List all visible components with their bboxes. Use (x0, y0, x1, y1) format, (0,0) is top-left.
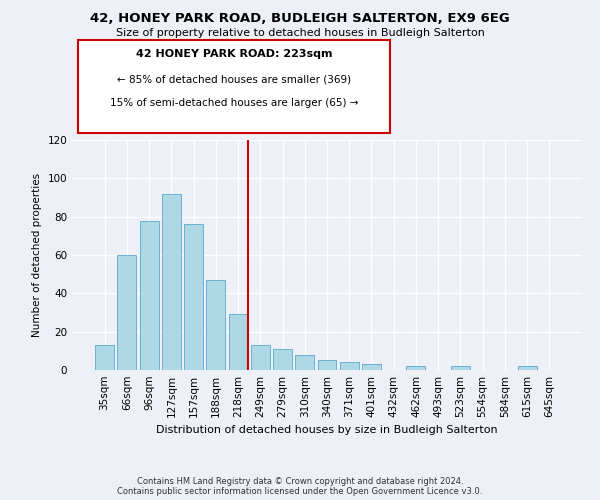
Text: Contains public sector information licensed under the Open Government Licence v3: Contains public sector information licen… (118, 487, 482, 496)
Bar (273, 349, 292, 370)
Text: 15% of semi-detached houses are larger (65) →: 15% of semi-detached houses are larger (… (110, 98, 358, 108)
Text: Size of property relative to detached houses in Budleigh Salterton: Size of property relative to detached ho… (116, 28, 484, 38)
Text: 42 HONEY PARK ROAD: 223sqm: 42 HONEY PARK ROAD: 223sqm (136, 49, 332, 59)
Bar (206, 280, 225, 370)
Bar (140, 220, 158, 370)
Bar (317, 360, 337, 370)
Bar (229, 314, 248, 370)
Bar (95, 345, 114, 370)
Bar (184, 224, 203, 370)
Bar (251, 345, 270, 370)
Bar (295, 354, 314, 370)
Y-axis label: Number of detached properties: Number of detached properties (32, 173, 42, 337)
Bar (118, 255, 136, 370)
Text: 42, HONEY PARK ROAD, BUDLEIGH SALTERTON, EX9 6EG: 42, HONEY PARK ROAD, BUDLEIGH SALTERTON,… (90, 12, 510, 26)
Bar (406, 366, 425, 370)
Bar (518, 366, 536, 370)
X-axis label: Distribution of detached houses by size in Budleigh Salterton: Distribution of detached houses by size … (156, 426, 498, 436)
Text: ← 85% of detached houses are smaller (369): ← 85% of detached houses are smaller (36… (117, 74, 351, 84)
Bar (340, 362, 359, 370)
Bar (362, 364, 381, 370)
Text: Contains HM Land Registry data © Crown copyright and database right 2024.: Contains HM Land Registry data © Crown c… (137, 477, 463, 486)
Bar (162, 194, 181, 370)
Bar (451, 366, 470, 370)
